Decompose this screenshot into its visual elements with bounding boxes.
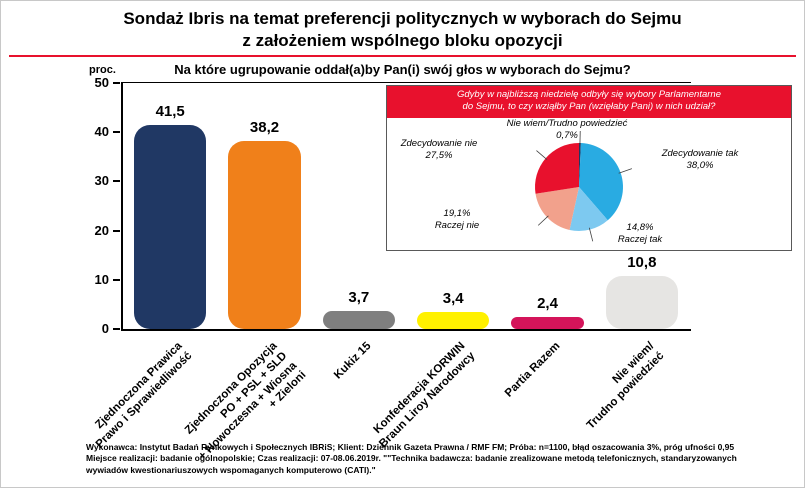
y-tick-label-40: 40: [94, 124, 109, 140]
title-divider: [9, 55, 796, 57]
bar-3: [417, 312, 490, 329]
pie-slice-1: [579, 142, 624, 220]
y-tick-mark-50: [113, 82, 120, 84]
pie-label-text: Raczej nie: [434, 219, 480, 231]
y-tick-label-0: 0: [101, 321, 109, 336]
turnout-pie-area: Nie wiem/Trudno powiedzieć 0,7% Zdecydow…: [387, 118, 791, 248]
bar-value-label-0: 41,5: [155, 103, 185, 120]
bar-value-label-3: 3,4: [442, 290, 464, 307]
bar-5: [605, 276, 678, 329]
chart-title-line1: Sondaż Ibris na temat preferencji polity…: [123, 9, 682, 28]
pie-label-zdecydowanie-nie: Zdecydowanie nie 27,5%: [393, 138, 485, 162]
pie-label-raczej-nie: 19,1% Raczej nie: [415, 208, 499, 232]
y-axis-unit-label: proc.: [89, 64, 116, 76]
pie-label-text: Nie wiem/Trudno powiedzieć: [506, 117, 628, 129]
pie-label-value: 0,7%: [556, 129, 578, 141]
bar-1: [228, 141, 301, 329]
pie-slice-2: [569, 186, 608, 231]
y-tick-label-20: 20: [94, 222, 109, 238]
bar-value-label-2: 3,7: [348, 289, 370, 306]
pie-leader-line-4: [536, 149, 548, 160]
y-tick-mark-20: [113, 229, 120, 232]
bar-0: [134, 125, 207, 329]
footnote-line1: Wykonawca: Instytut Badań Rynkowych i Sp…: [86, 442, 735, 452]
footnote-line2: Miejsce realizacji: badanie ogólnopolski…: [86, 453, 737, 464]
pie-slice-3: [535, 186, 579, 230]
y-tick-mark-30: [113, 180, 120, 183]
turnout-question: Gdyby w najbliższą niedzielę odbyły się …: [387, 86, 791, 118]
turnout-question-line1: Gdyby w najbliższą niedzielę odbyły się …: [456, 89, 721, 100]
chart-title: Sondaż Ibris na temat preferencji polity…: [1, 8, 804, 52]
pie-leader-line-1: [618, 167, 633, 174]
y-tick-mark-10: [113, 278, 120, 281]
pie-slice-4: [534, 142, 579, 194]
y-tick-label-50: 50: [94, 75, 109, 90]
turnout-question-line2: do Sejmu, to czy wziąłby Pan (wzięłaby P…: [462, 101, 716, 113]
turnout-pie-chart: [534, 130, 633, 242]
pie-leader-line-3: [537, 215, 549, 226]
y-tick-mark-0: [113, 328, 120, 330]
pie-label-value: 38,0%: [686, 159, 714, 171]
pie-label-nie-wiem: Nie wiem/Trudno powiedzieć 0,7%: [487, 118, 647, 142]
bar-value-label-4: 2,4: [537, 295, 558, 312]
y-tick-label-30: 30: [94, 173, 109, 189]
footnote-line3: wywiadów kwestionariuszowych wspomaganyc…: [86, 464, 376, 475]
bar-value-label-1: 38,2: [249, 119, 280, 136]
pie-label-raczej-tak: 14,8% Raczej tak: [595, 222, 685, 246]
pie-label-zdecydowanie-tak: Zdecydowanie tak 38,0%: [645, 148, 755, 172]
bar-value-label-5: 10,8: [627, 254, 657, 271]
pie-label-text: Zdecydowanie nie: [400, 137, 478, 149]
y-tick-mark-40: [113, 131, 120, 134]
chart-title-line2: z założeniem wspólnego bloku opozycji: [242, 30, 563, 50]
bar-4: [511, 317, 584, 329]
pie-label-text: Raczej tak: [617, 233, 663, 245]
pie-label-text: Zdecydowanie tak: [661, 147, 739, 159]
footnote: Wykonawca: Instytut Badań Rynkowych i Sp…: [86, 442, 798, 476]
bar-2: [322, 311, 395, 329]
pie-label-value: 27,5%: [425, 149, 453, 161]
y-axis: 0 10 20 30 40 50: [81, 75, 121, 336]
chart-subtitle: Na które ugrupowanie oddał(a)by Pan(i) s…: [174, 62, 631, 77]
pie-label-value: 14,8%: [626, 221, 654, 233]
pie-slice-0: [579, 142, 581, 187]
bar-chart-plot-area: 41,5 38,2 3,7 3,4 2,4 10,8: [121, 82, 691, 331]
y-tick-label-10: 10: [94, 271, 109, 287]
turnout-inset-panel: Gdyby w najbliższą niedzielę odbyły się …: [386, 85, 792, 251]
pie-leader-line-2: [588, 227, 594, 242]
pie-label-value: 19,1%: [443, 207, 471, 219]
